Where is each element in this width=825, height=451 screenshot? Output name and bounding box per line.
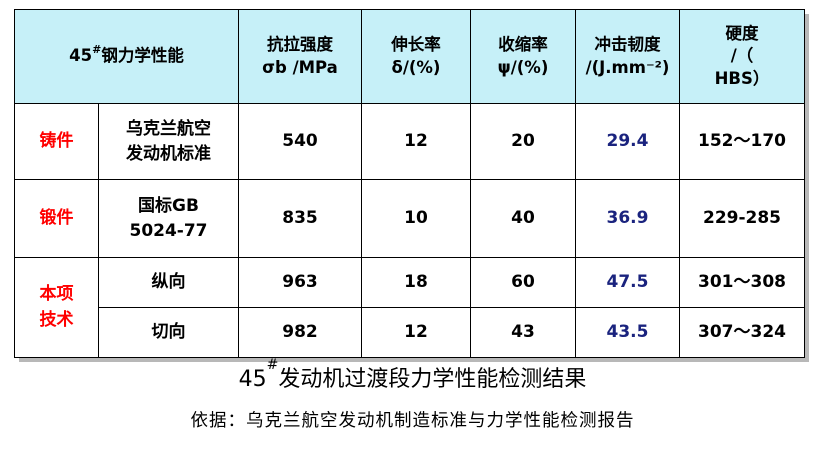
header-tensile-strength: 抗拉强度 σb /MPa (238, 9, 362, 104)
header-row: 45#钢力学性能 抗拉强度 σb /MPa 伸长率 δ/(%) 收缩率 ψ/(%) 冲… (14, 9, 805, 104)
elongation-value: 12 (361, 307, 471, 358)
table-caption: 45#发动机过渡段力学性能检测结果 (238, 357, 587, 392)
reduction-value: 43 (470, 307, 576, 358)
group-label-casting: 铸件 (14, 103, 99, 180)
tensile-value: 540 (238, 103, 362, 180)
table-row-forging: 锻件 国标GB 5024-77 835 10 40 36.9 229-285 (14, 179, 805, 258)
tensile-value: 835 (238, 179, 362, 258)
impact-value: 36.9 (575, 179, 680, 258)
hardness-value: 229-285 (679, 179, 805, 258)
header-impact-toughness: 冲击韧度/(J.mm⁻²) (575, 9, 680, 104)
reduction-value: 20 (470, 103, 576, 180)
standard-cell: 切向 (98, 307, 239, 358)
tensile-value: 963 (238, 257, 362, 308)
elongation-value: 12 (361, 103, 471, 180)
hardness-value: 301～308 (679, 257, 805, 308)
table-row-casting: 铸件 乌克兰航空 发动机标准 540 12 20 29.4 152～170 (14, 103, 805, 180)
impact-value: 47.5 (575, 257, 680, 308)
header-elongation: 伸长率 δ/(%) (361, 9, 471, 104)
group-label-forging: 锻件 (14, 179, 99, 258)
standard-cell: 乌克兰航空 发动机标准 (98, 103, 239, 180)
source-basis-note: 依据：乌克兰航空发动机制造标准与力学性能检测报告 (190, 411, 635, 431)
standard-cell: 国标GB 5024-77 (98, 179, 239, 258)
hardness-value: 152～170 (679, 103, 805, 180)
reduction-value: 40 (470, 179, 576, 258)
table-row-this-tech-longitudinal: 本项 技术 纵向 963 18 60 47.5 301～308 (14, 257, 805, 358)
header-material-label: 45#钢力学性能 (14, 9, 239, 104)
impact-value: 43.5 (575, 307, 680, 358)
properties-table-container: 45#钢力学性能 抗拉强度 σb /MPa 伸长率 δ/(%) 收缩率 ψ/(%) 冲… (14, 9, 805, 358)
impact-value: 29.4 (575, 103, 680, 180)
reduction-value: 60 (470, 257, 576, 308)
elongation-value: 10 (361, 179, 471, 258)
group-label-this-technology: 本项 技术 (14, 257, 99, 358)
header-hardness: 硬度/（ HBS） (679, 9, 805, 104)
mechanical-properties-table: 45#钢力学性能 抗拉强度 σb /MPa 伸长率 δ/(%) 收缩率 ψ/(%) 冲… (14, 9, 805, 358)
hardness-value: 307～324 (679, 307, 805, 358)
standard-cell: 纵向 (98, 257, 239, 308)
elongation-value: 18 (361, 257, 471, 308)
table-row-this-tech-tangential: 切向 982 12 43 43.5 307～324 (15, 307, 805, 358)
header-reduction-of-area: 收缩率 ψ/(%) (470, 9, 576, 104)
tensile-value: 982 (238, 307, 362, 358)
